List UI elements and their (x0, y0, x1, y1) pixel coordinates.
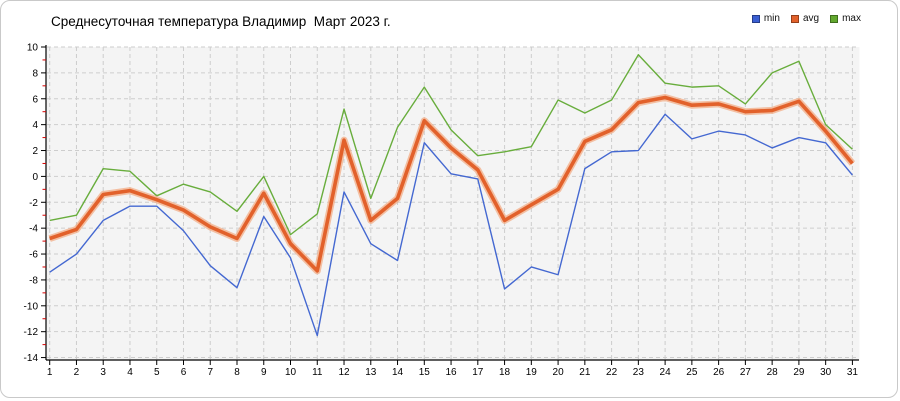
avg-legend-swatch (790, 15, 799, 23)
legend: min avg max (751, 13, 861, 24)
x-tick-label: 19 (526, 367, 538, 378)
y-tick-label: 4 (32, 120, 38, 131)
x-tick-label: 28 (767, 367, 779, 378)
legend-item-max: max (830, 14, 861, 24)
x-tick-label: 27 (740, 367, 752, 378)
x-tick-label: 7 (207, 367, 213, 378)
avg-series-line (49, 95, 854, 273)
max-series-line (49, 54, 853, 236)
legend-label: avg (802, 13, 820, 24)
y-tick-label: -2 (29, 198, 38, 209)
x-tick-label: 6 (181, 367, 187, 378)
legend-item-avg: avg (790, 13, 820, 24)
x-tick-label: 9 (261, 367, 267, 378)
min-series-line (49, 113, 853, 337)
y-tick-label: 6 (32, 94, 38, 105)
x-tick-label: 3 (100, 367, 106, 378)
x-tick-label: 29 (793, 367, 805, 378)
x-tick-label: 10 (285, 367, 297, 378)
y-tick-label: -8 (29, 275, 38, 286)
x-tick-label: 31 (847, 367, 859, 378)
min-legend-swatch (751, 15, 760, 23)
x-tick-label: 17 (472, 367, 484, 378)
max-legend-swatch (830, 15, 839, 23)
x-tick-label: 26 (713, 367, 725, 378)
x-tick-label: 13 (365, 367, 377, 378)
x-tick-label: 15 (419, 367, 431, 378)
x-tick-label: 24 (660, 367, 672, 378)
legend-label: min (763, 13, 780, 24)
y-tick-label: -4 (29, 224, 38, 235)
y-tick-label: -12 (24, 327, 39, 338)
x-tick-label: 16 (445, 367, 457, 378)
x-ticks: 1 2 3 4 5 6 7 8 9 10 11 12 13 14 15 16 17 18 19 20 21 22 23 24 2… (47, 360, 858, 378)
x-tick-label: 8 (234, 367, 240, 378)
y-tick-label: 0 (32, 172, 38, 183)
x-tick-label: 1 (47, 367, 53, 378)
y-ticks: 10 8 6 4 2 0 -2 -4 -6 -8 -10 -12 -14 (24, 43, 46, 364)
x-tick-label: 25 (686, 367, 698, 378)
x-tick-label: 11 (312, 367, 323, 378)
x-tick-label: 2 (74, 367, 80, 378)
x-tick-label: 5 (154, 367, 160, 378)
chart-title: Среднесуточная температура Владимир Март… (51, 14, 391, 29)
y-tick-label: -6 (29, 250, 38, 261)
x-tick-label: 23 (633, 367, 645, 378)
legend-item-min: min (751, 13, 780, 24)
y-tick-label: 10 (27, 43, 39, 54)
y-tick-label: -10 (24, 301, 39, 312)
legend-label: max (842, 13, 861, 24)
x-tick-label: 14 (392, 367, 404, 378)
y-tick-label: -14 (24, 353, 39, 364)
x-tick-label: 18 (499, 367, 511, 378)
y-tick-label: 8 (32, 68, 38, 79)
x-tick-label: 30 (820, 367, 832, 378)
x-tick-label: 12 (338, 367, 350, 378)
x-tick-label: 21 (579, 367, 591, 378)
y-tick-label: 2 (32, 146, 38, 157)
x-tick-label: 20 (553, 367, 565, 378)
x-tick-label: 22 (606, 367, 618, 378)
x-tick-label: 4 (127, 367, 133, 378)
